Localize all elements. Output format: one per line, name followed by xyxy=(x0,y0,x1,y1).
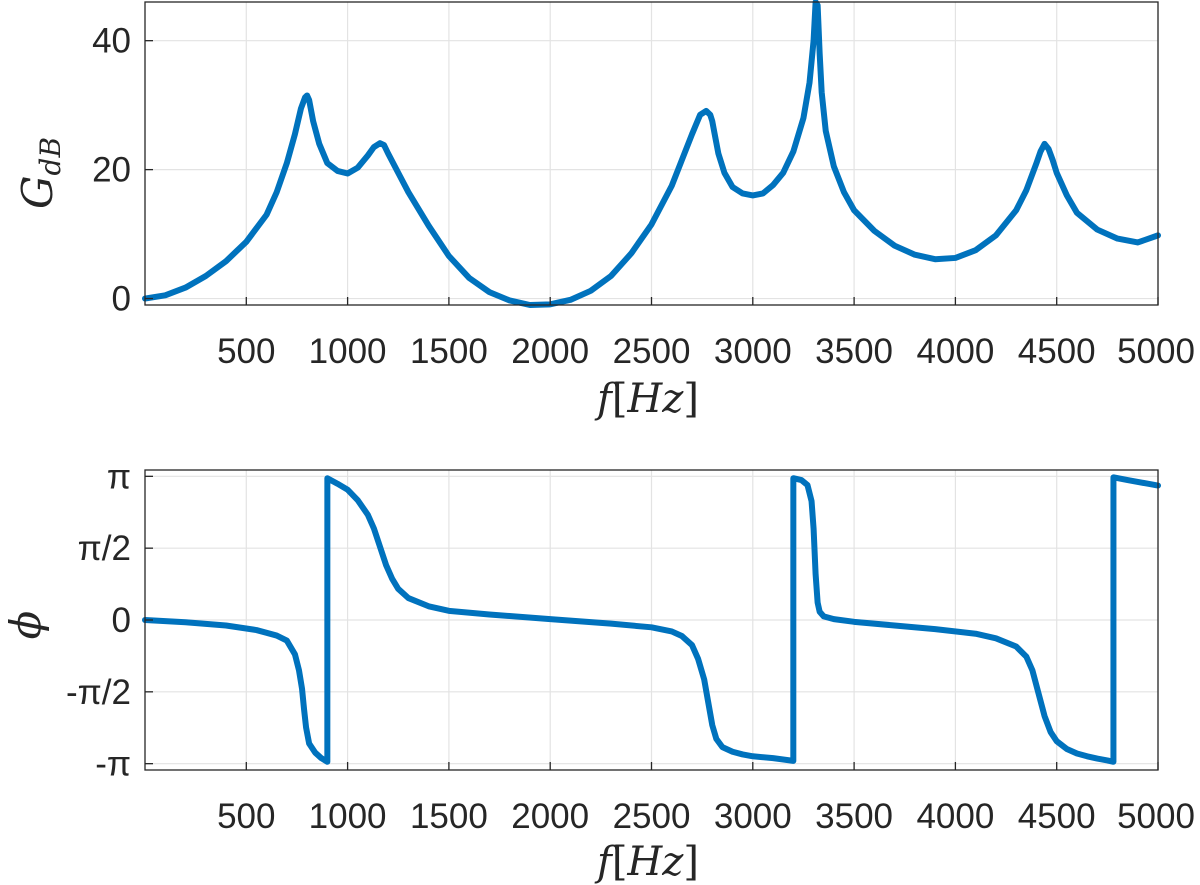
magnitude-y-tick-label: 20 xyxy=(92,151,131,190)
magnitude-x-tick-label: 5000 xyxy=(1117,332,1195,371)
phase-x-tick-label: 1500 xyxy=(410,797,488,836)
magnitude-x-tick-label: 3500 xyxy=(815,332,893,371)
magnitude-x-tick-label: 500 xyxy=(217,332,275,371)
phase-x-tick-label: 3500 xyxy=(815,797,893,836)
magnitude-x-tick-label: 1000 xyxy=(309,332,387,371)
magnitude-x-tick-label: 2500 xyxy=(613,332,691,371)
magnitude-series-line xyxy=(142,0,1161,308)
magnitude-x-tick-label: 3000 xyxy=(714,332,792,371)
phase-y-tick-label: -π xyxy=(95,745,131,784)
magnitude-y-tick-label: 40 xyxy=(92,22,131,61)
magnitude-x-tick-label: 1500 xyxy=(410,332,488,371)
phase-plot: 500 1000 1500 2000 2500 3000 3500 4000 4500 5000 … xyxy=(1,457,1195,885)
phase-x-tick-label: 500 xyxy=(217,797,275,836)
phase-y-tick-label: π/2 xyxy=(78,529,131,568)
magnitude-y-axis-label: GdB xyxy=(13,137,67,209)
phase-x-tick-label: 5000 xyxy=(1117,797,1195,836)
magnitude-plot: 500 1000 1500 2000 2500 3000 3500 4000 4500 5000 … xyxy=(13,0,1195,422)
phase-y-axis-label: ϕ xyxy=(1,611,50,640)
magnitude-x-tick-label: 4000 xyxy=(916,332,994,371)
phase-series-line xyxy=(142,474,1161,765)
phase-x-tick-label: 2500 xyxy=(613,797,691,836)
magnitude-x-tick-label: 4500 xyxy=(1018,332,1096,371)
phase-y-tick-label: -π/2 xyxy=(66,673,131,712)
phase-x-tick-label: 3000 xyxy=(714,797,792,836)
magnitude-x-axis-label: f[Hz] xyxy=(594,376,699,422)
phase-x-tick-label: 4000 xyxy=(916,797,994,836)
phase-y-tick-label: 0 xyxy=(112,601,131,640)
phase-x-tick-label: 4500 xyxy=(1018,797,1096,836)
phase-x-tick-label: 2000 xyxy=(511,797,589,836)
magnitude-y-tick-label: 0 xyxy=(112,280,131,319)
phase-y-tick-label: π xyxy=(107,457,131,496)
phase-x-axis-label: f[Hz] xyxy=(594,839,699,885)
phase-x-tick-label: 1000 xyxy=(309,797,387,836)
magnitude-x-tick-label: 2000 xyxy=(511,332,589,371)
